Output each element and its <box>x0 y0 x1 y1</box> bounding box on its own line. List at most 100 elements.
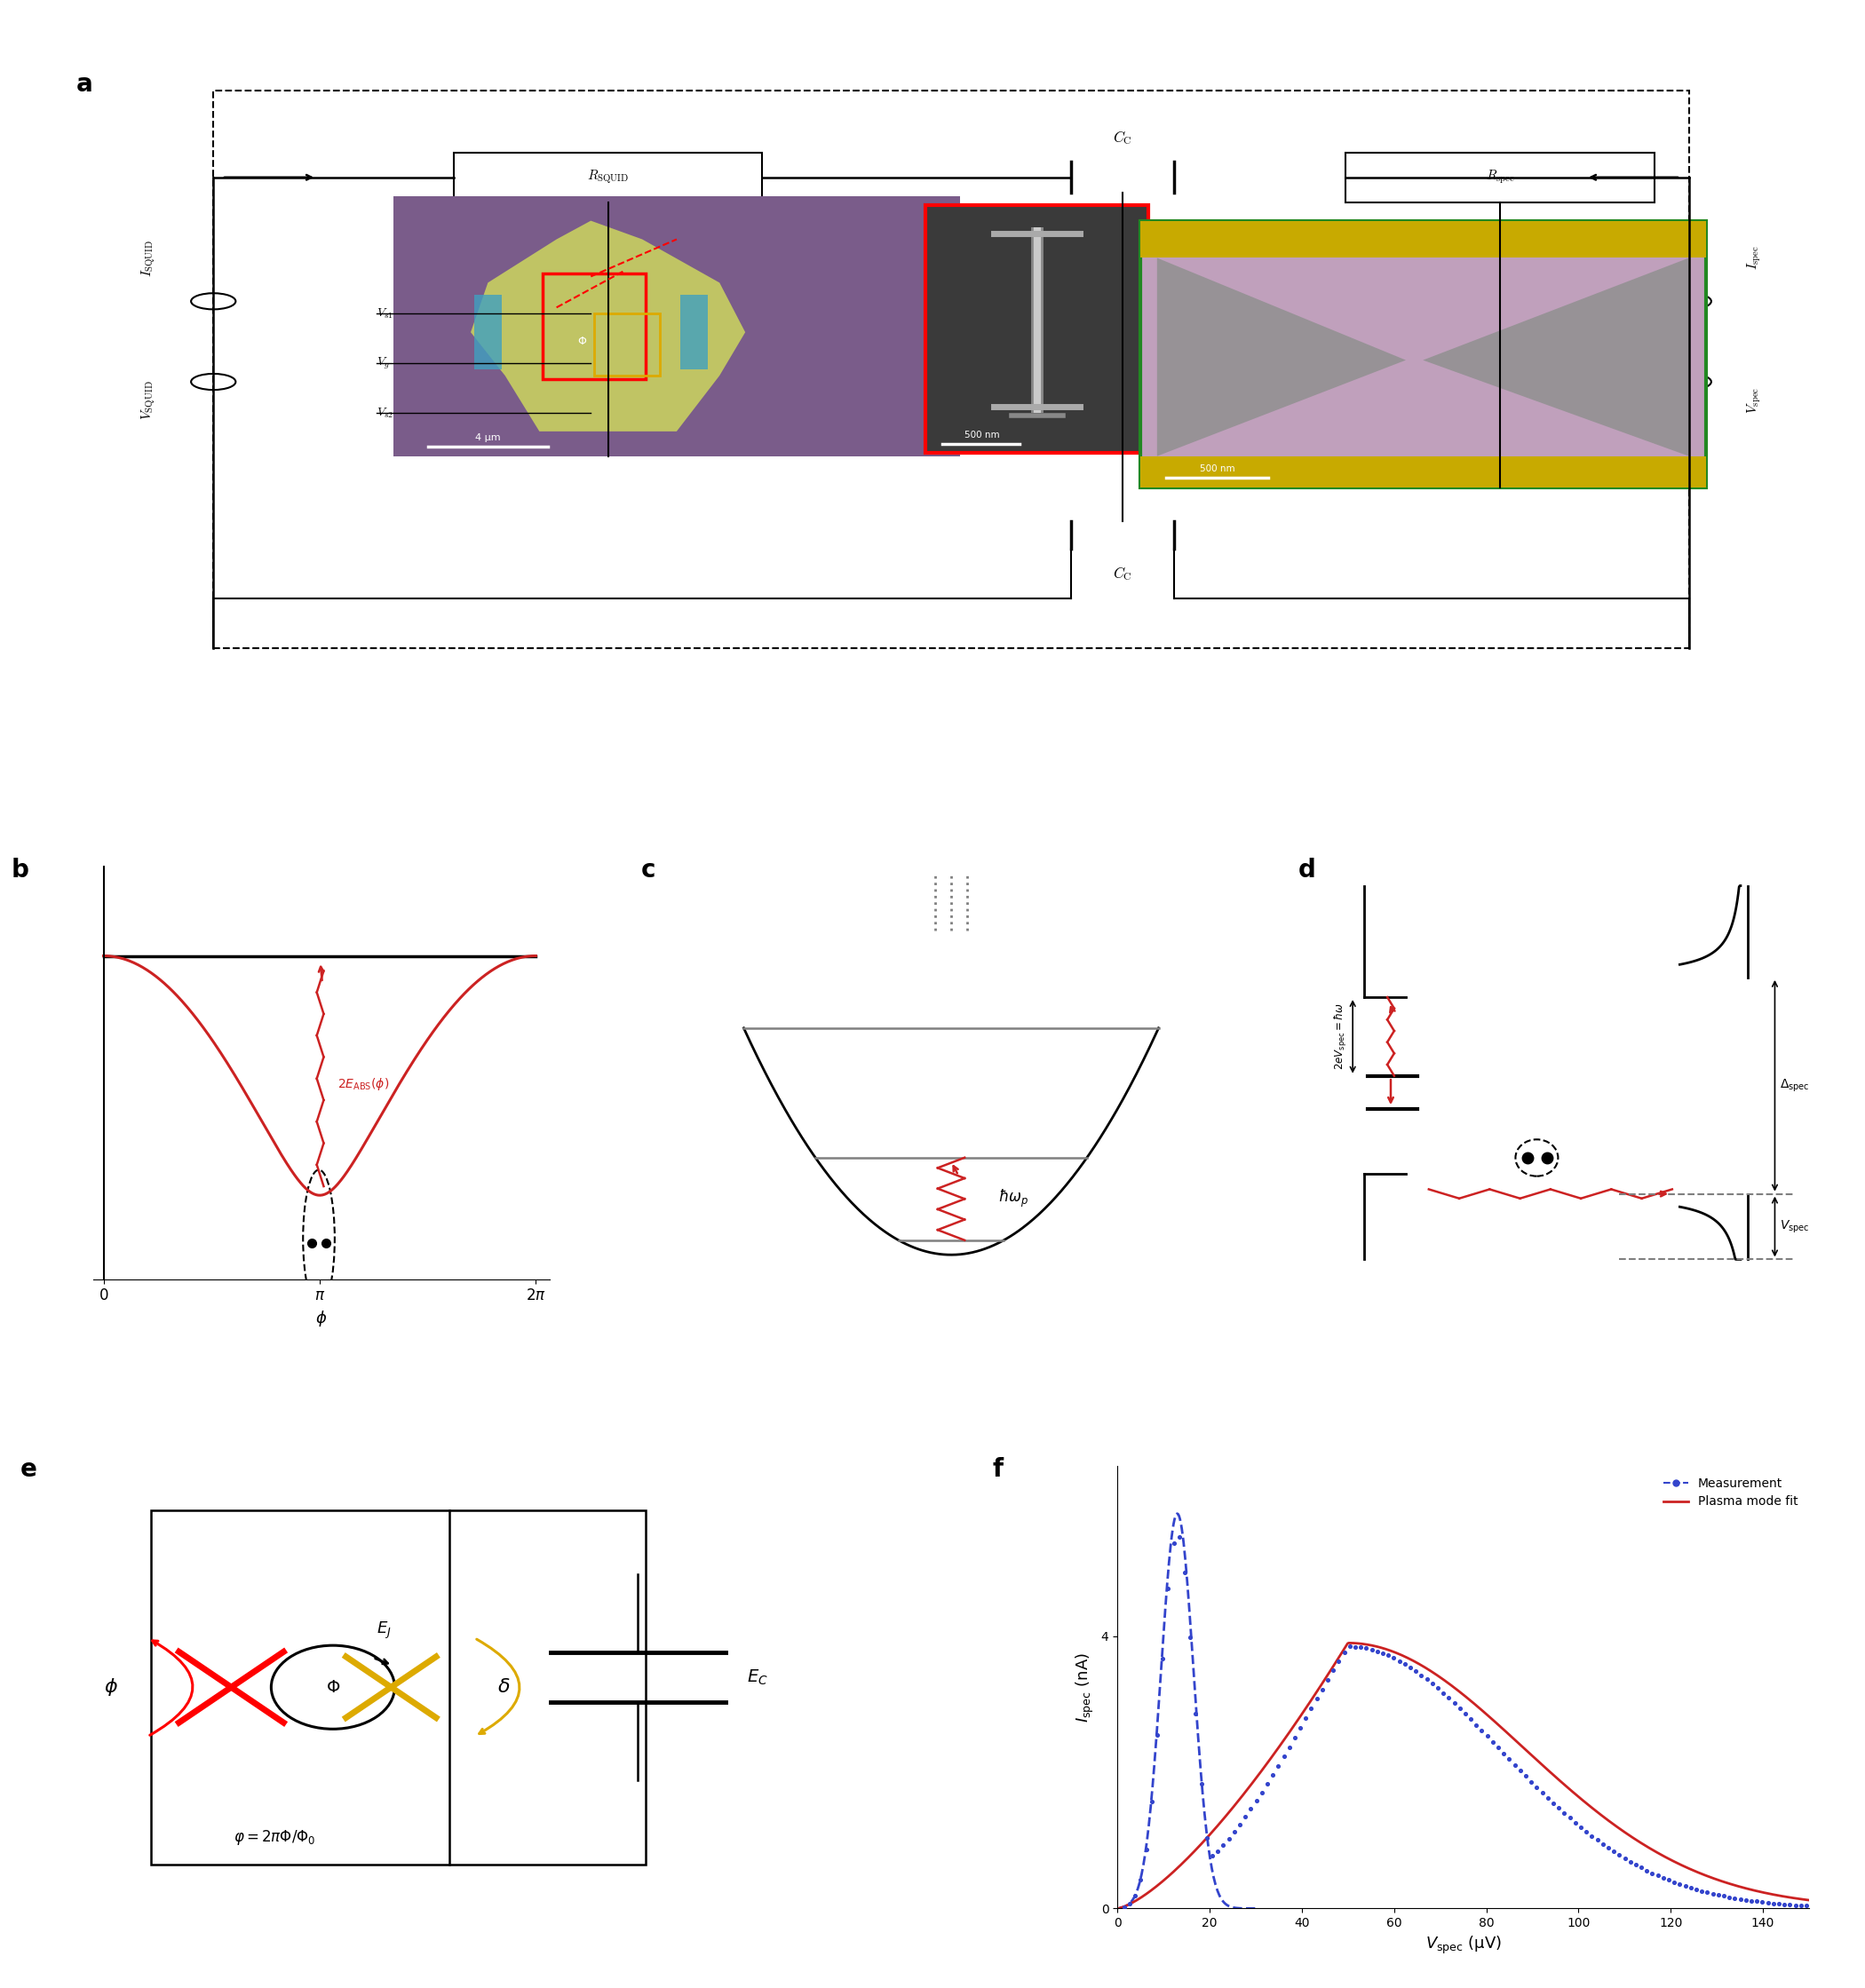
Point <box>1483 1732 1513 1763</box>
Polygon shape <box>470 221 746 431</box>
Point <box>1352 1632 1382 1664</box>
Point <box>1725 1883 1755 1914</box>
Point <box>1115 1889 1145 1920</box>
Point <box>1621 1849 1651 1881</box>
Point <box>1686 1875 1716 1906</box>
Point <box>1792 1891 1822 1922</box>
Point <box>1164 1521 1194 1553</box>
Point <box>1703 1879 1733 1910</box>
Point <box>1401 1656 1430 1688</box>
Text: $V_{\mathrm{spec}}$: $V_{\mathrm{spec}}$ <box>1781 1219 1809 1235</box>
Point <box>1471 1720 1501 1751</box>
Text: $\Delta_{\mathrm{spec}}$: $\Delta_{\mathrm{spec}}$ <box>1781 1077 1809 1093</box>
Text: $\delta$: $\delta$ <box>498 1678 511 1696</box>
Point <box>1358 1634 1388 1666</box>
Point <box>1516 1765 1546 1797</box>
Point <box>1649 1863 1679 1895</box>
FancyBboxPatch shape <box>925 205 1149 453</box>
Point <box>1361 1636 1391 1668</box>
Point <box>1220 1815 1250 1847</box>
Point <box>1143 1720 1173 1751</box>
Point <box>1263 1749 1292 1781</box>
Point <box>1505 1755 1535 1787</box>
Point <box>1307 1674 1337 1706</box>
Text: $\varphi = 2\pi\Phi/\Phi_0$: $\varphi = 2\pi\Phi/\Phi_0$ <box>233 1827 315 1847</box>
Point <box>1110 1891 1140 1922</box>
Legend: Measurement, Plasma mode fit: Measurement, Plasma mode fit <box>1658 1471 1803 1513</box>
Point <box>1643 1859 1673 1891</box>
Point <box>1451 1698 1481 1730</box>
Text: $E_C$: $E_C$ <box>746 1668 768 1688</box>
Point <box>1742 1885 1772 1916</box>
Text: 500 nm: 500 nm <box>1199 465 1235 473</box>
Point <box>1748 1887 1777 1918</box>
Point <box>1429 1678 1458 1710</box>
Text: $C_{\mathrm{C}}$: $C_{\mathrm{C}}$ <box>1113 129 1132 147</box>
Text: 500 nm: 500 nm <box>964 431 1000 439</box>
Point <box>1313 1664 1343 1696</box>
FancyBboxPatch shape <box>474 294 502 370</box>
Polygon shape <box>1156 258 1406 455</box>
Text: $\Phi$: $\Phi$ <box>326 1678 339 1696</box>
Point <box>1787 1889 1817 1920</box>
Point <box>1587 1829 1617 1861</box>
Point <box>1654 1865 1684 1897</box>
Point <box>1753 1887 1783 1918</box>
Text: a: a <box>76 72 93 97</box>
Text: $V_{s1}$: $V_{s1}$ <box>377 306 394 320</box>
Point <box>1539 1787 1568 1819</box>
Point <box>1550 1797 1580 1829</box>
Text: $\Phi$: $\Phi$ <box>578 336 587 348</box>
Point <box>1279 1722 1309 1753</box>
Point <box>1373 1640 1402 1672</box>
Polygon shape <box>1140 221 1706 258</box>
Point <box>1477 1726 1507 1757</box>
Point <box>1121 1881 1151 1912</box>
Text: $I_{\mathrm{SQUID}}$: $I_{\mathrm{SQUID}}$ <box>140 239 157 276</box>
Point <box>1132 1833 1162 1865</box>
Point <box>1527 1777 1557 1809</box>
Point <box>1582 1825 1611 1857</box>
Text: 4 μm: 4 μm <box>476 433 500 443</box>
Point <box>1692 1877 1721 1908</box>
Point <box>1731 1885 1761 1916</box>
Point <box>1637 1857 1667 1889</box>
X-axis label: $V_{\mathrm{spec}}$ (μV): $V_{\mathrm{spec}}$ (μV) <box>1425 1934 1501 1956</box>
Text: $V_{\mathrm{spec}}$: $V_{\mathrm{spec}}$ <box>1746 388 1762 414</box>
Point <box>1214 1823 1244 1855</box>
Point <box>1175 1622 1205 1654</box>
Point <box>1522 1771 1552 1803</box>
Polygon shape <box>1423 258 1690 455</box>
Point <box>1736 1885 1766 1916</box>
Point <box>1615 1845 1645 1877</box>
FancyBboxPatch shape <box>151 1511 645 1865</box>
Text: $\phi$: $\phi$ <box>104 1676 119 1698</box>
Text: b: b <box>11 857 28 883</box>
Point <box>1268 1741 1298 1773</box>
Point <box>1248 1777 1278 1809</box>
Point <box>1714 1881 1744 1912</box>
Point <box>1384 1644 1414 1676</box>
Point <box>1578 1819 1608 1851</box>
Point <box>1406 1660 1436 1692</box>
Point <box>1153 1573 1182 1604</box>
Point <box>1440 1688 1470 1720</box>
X-axis label: $\phi$: $\phi$ <box>315 1308 328 1328</box>
Point <box>1186 1767 1216 1799</box>
Point <box>1544 1793 1574 1825</box>
Point <box>1682 1873 1712 1905</box>
Point <box>1445 1692 1475 1724</box>
Text: $V_g$: $V_g$ <box>377 356 390 372</box>
Text: d: d <box>1298 857 1315 883</box>
Text: $V_{\mathrm{SQUID}}$: $V_{\mathrm{SQUID}}$ <box>140 380 157 419</box>
Text: $\hbar\omega_p$: $\hbar\omega_p$ <box>998 1189 1028 1209</box>
Point <box>1126 1863 1156 1895</box>
Point <box>1389 1648 1419 1680</box>
Point <box>1197 1841 1227 1873</box>
Point <box>1158 1527 1188 1559</box>
Point <box>1572 1815 1602 1847</box>
Point <box>1209 1829 1238 1861</box>
Point <box>1412 1664 1442 1696</box>
Point <box>1417 1668 1447 1700</box>
Point <box>1251 1767 1281 1799</box>
